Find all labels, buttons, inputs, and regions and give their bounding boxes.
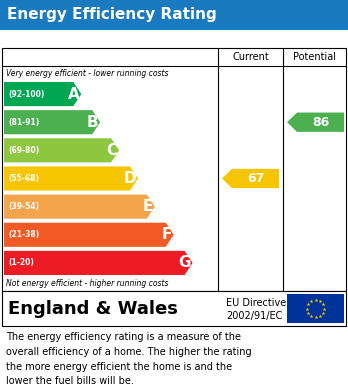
Polygon shape [4, 167, 138, 190]
Polygon shape [4, 251, 192, 275]
Bar [0, 0, 348, 30]
Text: (55-68): (55-68) [8, 174, 39, 183]
Text: Potential: Potential [293, 52, 336, 62]
Text: (69-80): (69-80) [8, 146, 39, 155]
Text: A: A [68, 86, 79, 102]
Text: Not energy efficient - higher running costs: Not energy efficient - higher running co… [6, 280, 168, 289]
Polygon shape [287, 113, 344, 132]
Polygon shape [4, 195, 155, 219]
Bar [2, 48, 346, 291]
Text: England & Wales: England & Wales [8, 300, 178, 317]
Text: G: G [178, 255, 191, 271]
Text: C: C [106, 143, 117, 158]
Text: (81-91): (81-91) [8, 118, 39, 127]
Text: (1-20): (1-20) [8, 258, 34, 267]
Text: Current: Current [232, 52, 269, 62]
Text: 67: 67 [247, 172, 264, 185]
Polygon shape [4, 82, 81, 106]
Polygon shape [4, 223, 174, 247]
Bar [2, 291, 346, 326]
Text: D: D [124, 171, 136, 186]
Text: EU Directive: EU Directive [226, 298, 286, 308]
Text: (39-54): (39-54) [8, 202, 39, 211]
Text: The energy efficiency rating is a measure of the
overall efficiency of a home. T: The energy efficiency rating is a measur… [6, 332, 252, 386]
Text: Very energy efficient - lower running costs: Very energy efficient - lower running co… [6, 68, 168, 77]
Text: E: E [142, 199, 153, 214]
Text: 2002/91/EC: 2002/91/EC [226, 310, 282, 321]
Text: (21-38): (21-38) [8, 230, 39, 239]
Text: (92-100): (92-100) [8, 90, 45, 99]
Polygon shape [222, 169, 279, 188]
Text: 86: 86 [312, 116, 329, 129]
Polygon shape [4, 110, 100, 134]
Text: B: B [87, 115, 98, 130]
Text: Energy Efficiency Rating: Energy Efficiency Rating [7, 7, 217, 23]
Text: F: F [161, 227, 172, 242]
Bar [287, 294, 344, 323]
Polygon shape [4, 138, 119, 162]
